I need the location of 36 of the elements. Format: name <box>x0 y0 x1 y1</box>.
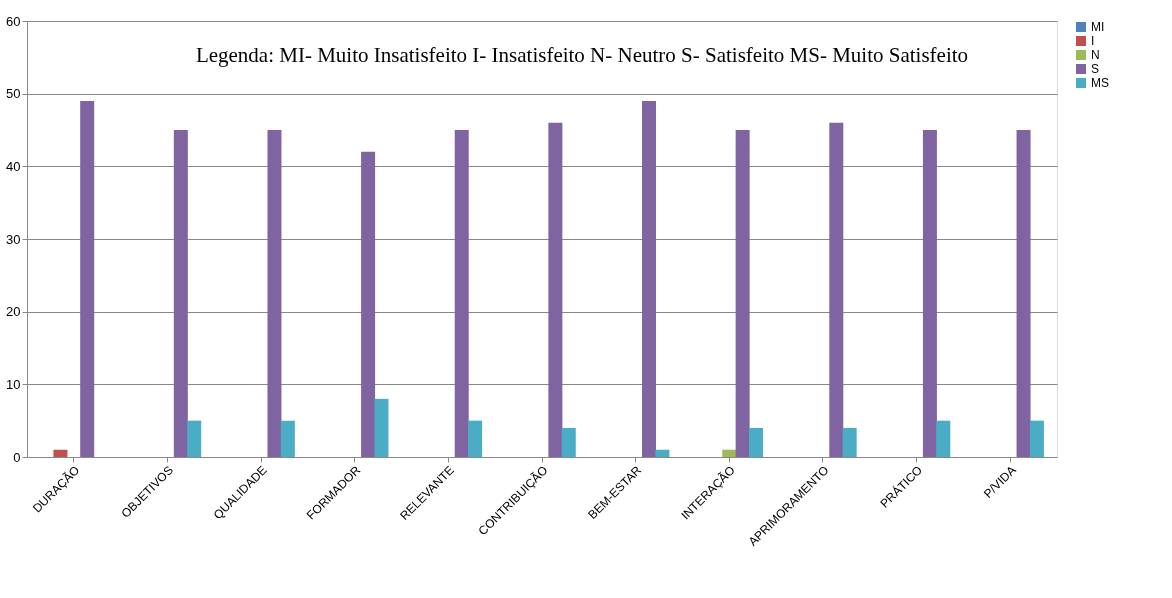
bar <box>922 130 937 457</box>
bar <box>468 420 483 457</box>
y-tick-label: 30 <box>6 231 21 247</box>
bar <box>361 151 376 457</box>
legend-label: MS <box>1091 76 1109 90</box>
y-tick-label: 10 <box>6 376 21 392</box>
y-tick-label: 20 <box>6 304 21 320</box>
bar <box>280 420 295 457</box>
bar <box>187 420 202 457</box>
bar <box>722 449 737 457</box>
bar <box>548 122 563 457</box>
bar <box>454 130 469 457</box>
bar <box>749 427 764 457</box>
y-tick-label: 60 <box>6 13 21 29</box>
bar <box>936 420 951 457</box>
y-tick-label: 50 <box>6 86 21 102</box>
bar <box>561 427 576 457</box>
y-tick-label: 0 <box>13 449 21 465</box>
bar <box>842 427 857 457</box>
bar <box>735 130 750 457</box>
bar <box>642 100 657 457</box>
legend-label: MI <box>1091 20 1105 34</box>
bar <box>829 122 844 457</box>
bar <box>173 130 188 457</box>
y-tick-label: 40 <box>6 158 21 174</box>
bar <box>80 100 95 457</box>
bar <box>267 130 282 457</box>
bar <box>1016 130 1031 457</box>
bar <box>374 398 389 457</box>
bar <box>53 449 68 457</box>
bar <box>655 449 670 457</box>
bar <box>1029 420 1044 457</box>
annotation: Legenda: MI- Muito Insatisfeito I- Insatisfeito N- Neutro S- Satisfeito MS- Muito Satisfeito <box>195 43 969 67</box>
legend-label: S <box>1091 62 1100 76</box>
legend-label: I <box>1091 34 1095 48</box>
legend-label: N <box>1091 48 1100 62</box>
